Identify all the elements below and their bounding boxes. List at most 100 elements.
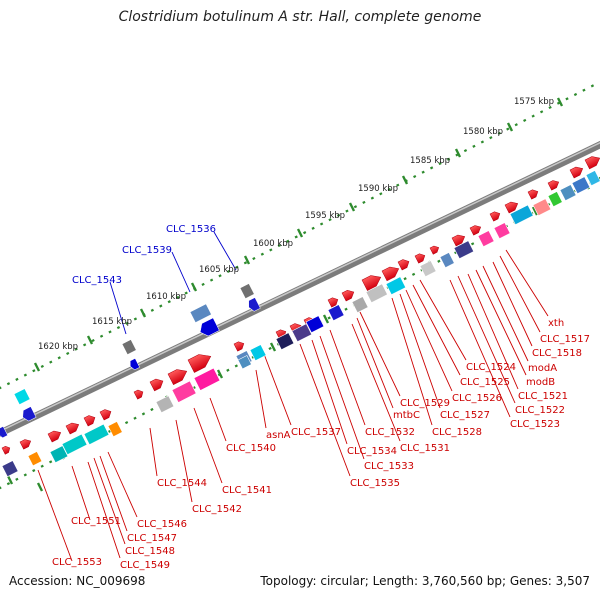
gene-label: CLC_1532 [365,427,415,438]
forward-gene [527,189,539,200]
outer-ruler-dot [489,136,493,140]
inner-ruler-dot [226,368,230,372]
outer-ruler-dot [108,330,112,334]
inner-ruler-dot [6,482,11,486]
gene-label-leader [399,293,441,409]
forward-gene-shape [99,409,112,421]
inner-ruler-dot [124,421,129,425]
outer-ruler-dot [438,161,442,166]
gene-label: CLC_1537 [291,427,341,438]
gene-label-leader [449,279,511,418]
kbp-label: 1620 kbp [38,342,78,352]
reverse-gene [199,317,220,337]
forward-gene-shape [469,225,482,236]
inner-ruler-dot [32,468,36,473]
outer-ruler-dot [6,382,11,386]
inner-ruler-major-tick [6,475,14,485]
forward-gene [19,439,32,450]
forward-gene-shape [83,415,96,427]
kbp-label: 1595 kbp [305,211,345,221]
outer-ruler-dot [294,235,298,239]
gene-box-shape [27,451,43,467]
gene-label: CLC_1535 [350,478,400,489]
forward-gene [547,180,560,191]
outer-ruler-dot [116,326,121,330]
forward-gene-shape [569,166,584,179]
reverse-gene-box [189,303,212,324]
gene-box [477,230,495,248]
gene-label: CLC_1526 [452,393,502,404]
inner-ruler-dot [141,412,146,416]
outer-ruler-dot [277,243,281,248]
gene-box [453,240,475,260]
gene-label-leader-top [213,231,237,271]
forward-gene [569,166,584,179]
gene-box-shape [351,296,369,314]
outer-ruler-dot [201,282,205,286]
gene-label-leader [457,275,516,404]
gene-label: CLC_1529 [400,398,450,409]
forward-gene [414,253,426,264]
gene-label: CLC_1548 [125,546,175,557]
outer-ruler-dot [480,140,485,144]
inner-ruler-dot [344,307,348,311]
gene-label-leader [263,353,292,426]
outer-ruler-dot [218,274,222,278]
gene-label-leader [319,335,365,460]
outer-ruler-dot [429,166,434,170]
forward-gene [451,234,466,247]
gene-box-shape [509,204,534,226]
forward-gene-shape [233,341,245,352]
outer-ruler-major-tick [506,122,514,132]
reverse-gene [22,406,37,422]
inner-ruler-dot [48,460,53,464]
outer-ruler-dot [176,295,180,299]
gene-label: CLC_1547 [127,533,177,544]
inner-ruler-major-tick [322,314,330,324]
gene-label: CLC_1525 [460,377,510,388]
outer-ruler-dot [336,213,341,217]
gene-label: CLC_1521 [518,391,568,402]
outer-ruler-dot [387,187,391,192]
forward-gene [397,259,410,271]
forward-gene-shape [504,201,519,214]
forward-gene [233,341,245,352]
gene-box-shape [171,380,197,403]
outer-ruler-major-tick [139,308,147,318]
gene-box [1,460,19,478]
outer-ruler-dot [582,88,586,92]
outer-ruler-major-tick [296,228,304,238]
gene-box-shape [237,355,252,370]
outer-ruler-dot [49,360,53,364]
inner-ruler-dot [15,477,19,481]
accession-text: Accession: NC_009698 [9,574,146,588]
gene-label: CLC_1533 [364,461,414,472]
outer-ruler-dot [531,114,535,118]
outer-ruler-dot [413,174,417,179]
outer-ruler-dot [32,369,36,373]
backbone-layer [0,140,600,438]
forward-gene-shape [1,445,11,455]
gene-label-leader [37,469,73,562]
gene-label-leader [71,465,91,521]
inner-ruler-dot [133,416,137,420]
outer-ruler-dot [362,200,366,204]
outer-ruler-dot [472,144,476,148]
forward-gene-shape [397,259,410,271]
outer-ruler-dot [167,300,171,304]
gene-label-leader [467,273,519,390]
gene-box-shape [305,315,325,334]
kbp-label: 1615 kbp [92,317,132,327]
kbp-label: 1590 kbp [358,184,398,194]
kbp-labels-layer: 1575 kbp 1580 kbp 1585 kbp 1590 kbp 1595 kbp… [38,97,554,352]
reverse-gene-box-shape [121,339,137,356]
gene-label-leader [107,451,138,518]
gene-box-shape [49,445,69,464]
outer-ruler-dot [353,205,358,209]
outer-ruler-major-tick [86,335,94,345]
gene-box-shape [477,230,495,248]
forward-gene [504,201,519,214]
kbp-label: 1585 kbp [410,156,450,166]
inner-ruler-major-tick [531,206,539,216]
gene-label: CLC_1549 [120,560,170,571]
